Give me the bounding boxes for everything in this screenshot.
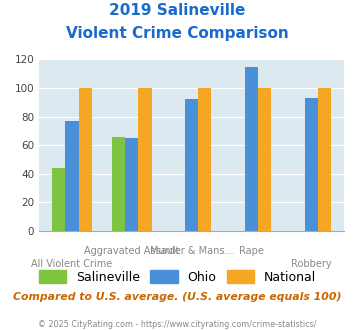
Text: Compared to U.S. average. (U.S. average equals 100): Compared to U.S. average. (U.S. average … xyxy=(13,292,342,302)
Bar xyxy=(185,99,198,231)
Bar xyxy=(258,88,271,231)
Bar xyxy=(52,168,65,231)
Bar xyxy=(245,67,258,231)
Text: Robbery: Robbery xyxy=(291,259,332,269)
Text: All Violent Crime: All Violent Crime xyxy=(31,259,113,269)
Bar xyxy=(198,88,212,231)
Text: Aggravated Assault: Aggravated Assault xyxy=(84,246,180,256)
Bar xyxy=(318,88,331,231)
Text: Rape: Rape xyxy=(239,246,264,256)
Bar xyxy=(138,88,152,231)
Bar xyxy=(112,137,125,231)
Text: © 2025 CityRating.com - https://www.cityrating.com/crime-statistics/: © 2025 CityRating.com - https://www.city… xyxy=(38,320,317,329)
Text: 2019 Salineville: 2019 Salineville xyxy=(109,3,246,18)
Bar xyxy=(78,88,92,231)
Bar xyxy=(305,98,318,231)
Text: Violent Crime Comparison: Violent Crime Comparison xyxy=(66,26,289,41)
Text: Murder & Mans...: Murder & Mans... xyxy=(150,246,234,256)
Bar xyxy=(65,121,78,231)
Bar xyxy=(125,138,138,231)
Legend: Salineville, Ohio, National: Salineville, Ohio, National xyxy=(34,265,321,289)
